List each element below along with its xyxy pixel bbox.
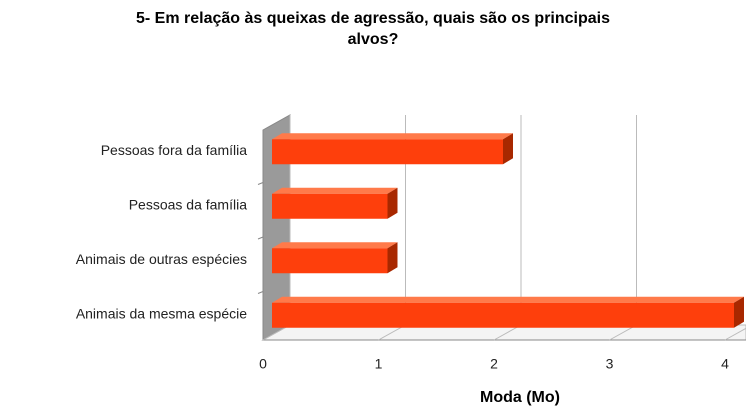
x-tick-label: 0 [259,356,267,372]
category-divider [257,182,264,185]
category-divider [257,236,264,240]
bar [272,302,734,328]
y-tick-label: Animais da mesma espécie [76,305,247,321]
bar-top [272,133,513,140]
bar-side [734,296,744,328]
bar [272,193,388,219]
x-axis-title: Moda (Mo) [480,389,560,406]
y-tick-label: Animais de outras espécies [76,251,247,267]
y-tick-label: Pessoas da família [129,196,247,212]
x-tick-label: 1 [375,356,383,372]
chart-title: 5- Em relação às queixas de agressão, qu… [136,10,610,48]
category-divider [257,291,264,294]
grid-line [724,327,746,341]
x-tick-label: 4 [721,356,729,372]
x-tick-label: 3 [606,356,614,372]
bar-top [272,242,398,249]
bar-side [503,133,513,165]
bar-top [272,187,398,194]
bar-top [272,296,744,303]
x-tick-label: 2 [490,356,498,372]
bar [272,248,388,274]
y-tick-label: Pessoas fora da família [101,142,248,158]
bar-side [387,242,398,274]
bar-side [387,187,398,219]
bar [272,139,503,165]
